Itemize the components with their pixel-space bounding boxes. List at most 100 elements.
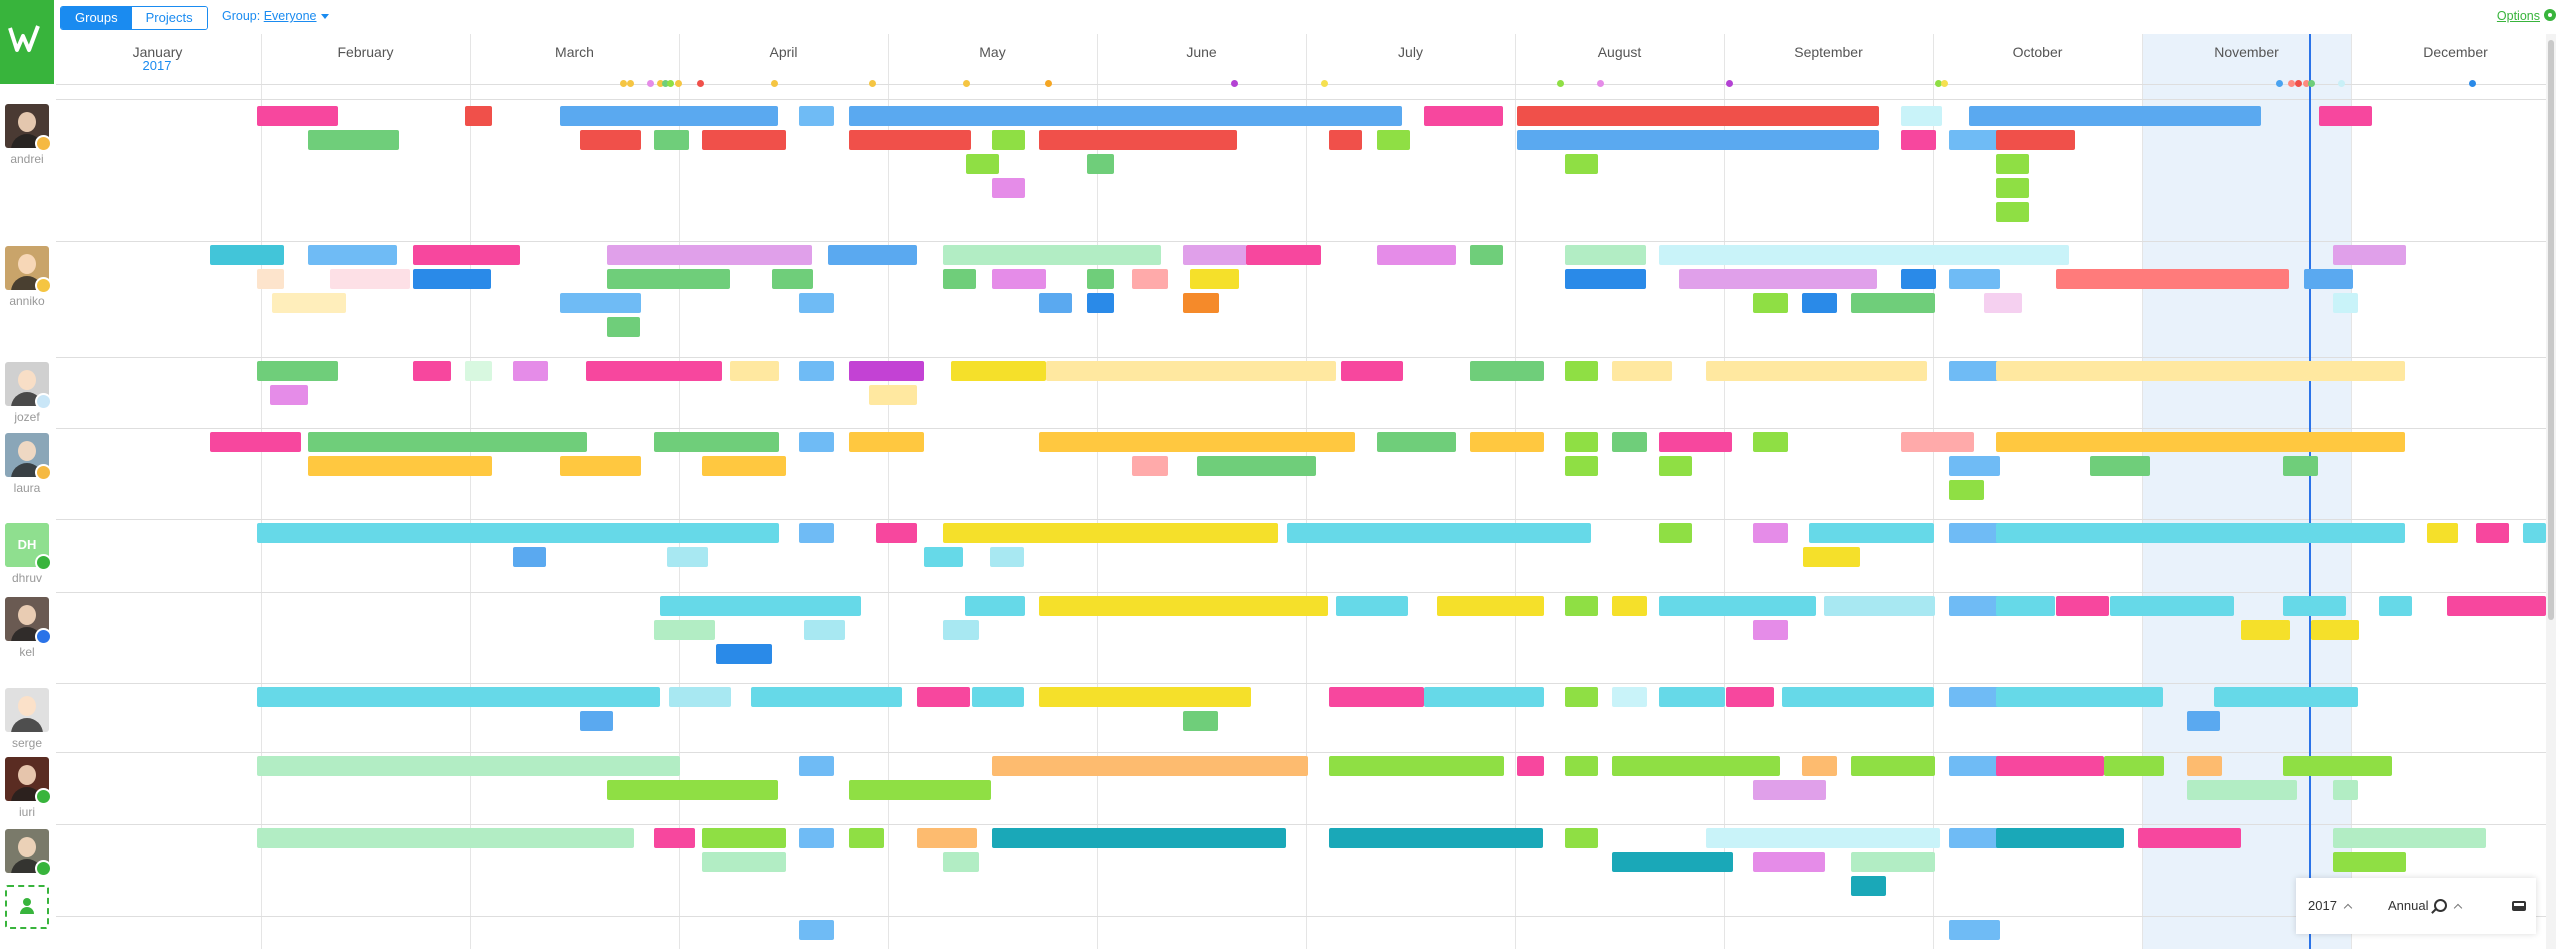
task-bar[interactable] [849, 361, 924, 381]
task-bar[interactable] [917, 687, 970, 707]
task-bar[interactable] [943, 245, 1161, 265]
task-bar[interactable] [1726, 687, 1774, 707]
task-bar[interactable] [1901, 269, 1936, 289]
milestone-dot[interactable] [647, 80, 654, 87]
task-bar[interactable] [654, 130, 689, 150]
task-bar[interactable] [799, 293, 834, 313]
task-bar[interactable] [2333, 245, 2406, 265]
task-bar[interactable] [799, 756, 834, 776]
task-bar[interactable] [1424, 687, 1544, 707]
task-bar[interactable] [990, 547, 1024, 567]
task-bar[interactable] [210, 432, 301, 452]
task-bar[interactable] [1329, 828, 1543, 848]
task-bar[interactable] [1565, 245, 1646, 265]
task-bar[interactable] [1996, 828, 2124, 848]
task-bar[interactable] [1565, 596, 1598, 616]
task-bar[interactable] [607, 269, 730, 289]
task-bar[interactable] [1329, 130, 1362, 150]
task-bar[interactable] [1046, 361, 1336, 381]
task-bar[interactable] [1969, 106, 2261, 126]
task-bar[interactable] [2187, 780, 2297, 800]
task-bar[interactable] [869, 385, 917, 405]
task-bar[interactable] [413, 269, 491, 289]
task-bar[interactable] [1996, 432, 2405, 452]
milestone-dot[interactable] [1557, 80, 1564, 87]
task-bar[interactable] [560, 106, 778, 126]
milestone-dot[interactable] [697, 80, 704, 87]
task-bar[interactable] [1803, 547, 1860, 567]
milestone-dot[interactable] [1231, 80, 1238, 87]
task-bar[interactable] [586, 361, 722, 381]
task-bar[interactable] [1377, 245, 1456, 265]
task-bar[interactable] [560, 293, 641, 313]
task-bar[interactable] [1679, 269, 1877, 289]
milestone-dot[interactable] [2295, 80, 2302, 87]
task-bar[interactable] [257, 756, 680, 776]
vertical-scrollbar[interactable] [2546, 34, 2556, 949]
task-bar[interactable] [607, 317, 640, 337]
task-bar[interactable] [513, 361, 548, 381]
task-bar[interactable] [1424, 106, 1503, 126]
avatar[interactable] [5, 688, 49, 732]
task-bar[interactable] [560, 456, 641, 476]
groups-tab[interactable]: Groups [61, 7, 132, 29]
task-bar[interactable] [1802, 756, 1837, 776]
milestone-dot[interactable] [771, 80, 778, 87]
task-bar[interactable] [1949, 456, 2000, 476]
task-bar[interactable] [607, 780, 778, 800]
task-bar[interactable] [966, 154, 999, 174]
task-bar[interactable] [1659, 456, 1692, 476]
task-bar[interactable] [2311, 620, 2359, 640]
task-bar[interactable] [992, 130, 1025, 150]
task-bar[interactable] [1336, 596, 1408, 616]
task-bar[interactable] [1190, 269, 1239, 289]
task-bar[interactable] [1949, 269, 2000, 289]
task-bar[interactable] [2110, 596, 2234, 616]
task-bar[interactable] [667, 547, 708, 567]
task-bar[interactable] [1984, 293, 2022, 313]
task-bar[interactable] [702, 130, 786, 150]
inbox-icon[interactable] [2504, 891, 2534, 921]
task-bar[interactable] [1470, 245, 1503, 265]
milestone-dot[interactable] [1935, 80, 1942, 87]
group-selector[interactable]: Group: Everyone [222, 9, 329, 23]
task-bar[interactable] [828, 245, 917, 265]
task-bar[interactable] [1039, 130, 1237, 150]
task-bar[interactable] [308, 245, 397, 265]
task-bar[interactable] [1287, 523, 1591, 543]
zoom-selector[interactable]: Annual [2388, 898, 2463, 913]
task-bar[interactable] [1132, 456, 1168, 476]
milestone-dot[interactable] [2338, 80, 2345, 87]
task-bar[interactable] [1183, 245, 1247, 265]
task-bar[interactable] [513, 547, 546, 567]
task-bar[interactable] [951, 361, 1046, 381]
task-bar[interactable] [257, 106, 338, 126]
task-bar[interactable] [702, 456, 786, 476]
task-bar[interactable] [2214, 687, 2358, 707]
task-bar[interactable] [2056, 596, 2109, 616]
task-bar[interactable] [2523, 523, 2546, 543]
task-bar[interactable] [799, 523, 834, 543]
task-bar[interactable] [308, 456, 492, 476]
task-bar[interactable] [1517, 106, 1879, 126]
task-bar[interactable] [1706, 361, 1927, 381]
task-bar[interactable] [1659, 523, 1692, 543]
task-bar[interactable] [772, 269, 813, 289]
task-bar[interactable] [654, 432, 779, 452]
task-bar[interactable] [1377, 130, 1410, 150]
task-bar[interactable] [210, 245, 284, 265]
milestone-dot[interactable] [1597, 80, 1604, 87]
task-bar[interactable] [257, 361, 338, 381]
task-bar[interactable] [1612, 432, 1647, 452]
task-bar[interactable] [1996, 523, 2405, 543]
task-bar[interactable] [849, 780, 991, 800]
task-bar[interactable] [1039, 432, 1355, 452]
task-bar[interactable] [607, 245, 812, 265]
milestone-dot[interactable] [1045, 80, 1052, 87]
task-bar[interactable] [943, 852, 979, 872]
task-bar[interactable] [751, 687, 902, 707]
task-bar[interactable] [1246, 245, 1321, 265]
task-bar[interactable] [1949, 480, 1984, 500]
task-bar[interactable] [1996, 202, 2029, 222]
task-bar[interactable] [943, 269, 976, 289]
